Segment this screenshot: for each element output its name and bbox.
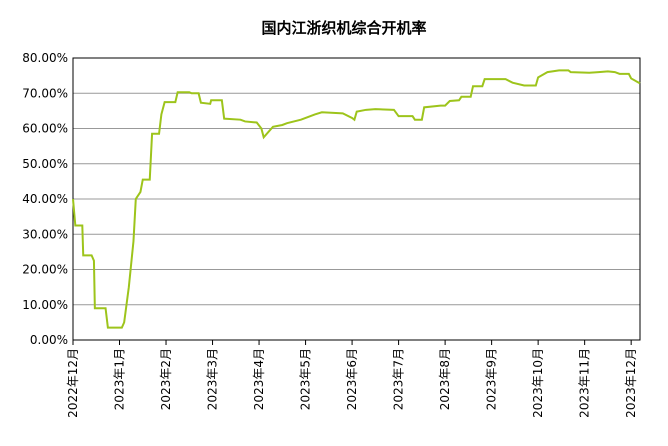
x-tick-label: 2023年7月 — [392, 348, 406, 410]
x-tick-label: 2023年9月 — [485, 348, 499, 410]
x-tick-label: 2023年10月 — [531, 348, 545, 418]
x-tick-label: 2023年4月 — [252, 348, 266, 410]
x-tick-label: 2022年12月 — [66, 348, 80, 418]
x-tick-label: 2023年3月 — [206, 348, 220, 410]
chart-title: 国内江浙织机综合开机率 — [261, 19, 426, 37]
y-tick-label: 0.00% — [30, 333, 68, 347]
x-tick-label: 2023年6月 — [345, 348, 359, 410]
y-tick-label: 20.00% — [22, 263, 68, 277]
x-tick-label: 2023年5月 — [299, 348, 313, 410]
y-tick-label: 70.00% — [22, 86, 68, 100]
x-tick-label: 2023年2月 — [159, 348, 173, 410]
y-tick-label: 10.00% — [22, 298, 68, 312]
data-line — [72, 69, 641, 329]
x-tick-label: 2023年8月 — [438, 348, 452, 410]
y-tick-label: 30.00% — [22, 227, 68, 241]
y-tick-label: 40.00% — [22, 192, 68, 206]
x-tick-label: 2023年1月 — [113, 348, 127, 410]
y-tick-label: 50.00% — [22, 157, 68, 171]
x-tick-label: 2023年12月 — [624, 348, 638, 418]
x-tick-label: 2023年11月 — [578, 348, 592, 418]
y-tick-label: 80.00% — [22, 51, 68, 65]
y-tick-label: 60.00% — [22, 122, 68, 136]
